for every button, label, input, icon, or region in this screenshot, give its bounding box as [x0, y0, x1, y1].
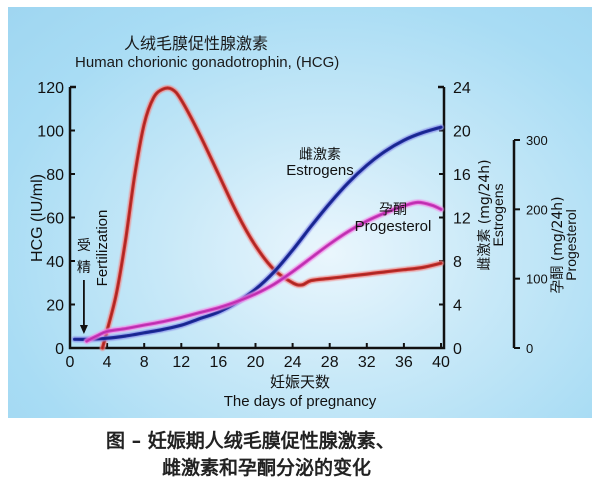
- fertilization-label-cn: 受: [77, 238, 91, 254]
- right-tick-label: 0: [453, 341, 462, 358]
- x-tick-label: 32: [358, 354, 376, 371]
- figure-caption-line2: 雌激素和孕酮分泌的变化: [162, 457, 372, 479]
- progesterol-label-en: Progesterol: [355, 218, 432, 235]
- x-tick-label: 36: [395, 354, 413, 371]
- x-tick-label: 24: [284, 354, 302, 371]
- estrogens-label-en: Estrogens: [286, 162, 354, 179]
- left-tick-label: 0: [55, 341, 64, 358]
- x-tick-label: 4: [103, 354, 112, 371]
- x-tick-label: 12: [172, 354, 190, 371]
- fertilization-label-en: Fertilization: [94, 210, 111, 287]
- progesterone-tick-label: 200: [526, 202, 548, 217]
- x-axis-label-cn: 妊娠天数: [270, 373, 330, 391]
- estrogens-label-cn: 雌激素: [299, 146, 341, 163]
- right-tick-label: 12: [453, 211, 471, 228]
- left-tick-label: 100: [37, 124, 64, 141]
- right-tick-label: 24: [453, 80, 471, 97]
- x-tick-label: 0: [66, 354, 75, 371]
- x-tick-label: 20: [247, 354, 265, 371]
- chart-panel: [8, 7, 592, 418]
- left-tick-label: 60: [46, 211, 64, 228]
- figure-caption-line1: 图 – 妊娠期人绒毛膜促性腺激素、: [106, 430, 395, 452]
- right-tick-label: 4: [453, 298, 462, 315]
- left-tick-label: 120: [37, 80, 64, 97]
- progesterone-axis-label: 孕酮 (mg/24h): [550, 196, 566, 293]
- right-tick-label: 20: [453, 124, 471, 141]
- progesterone-tick-label: 0: [526, 341, 533, 356]
- estrogen-axis-label: 雌激素 (mg/24h): [476, 159, 493, 270]
- x-axis-label-en: The days of pregnancy: [224, 393, 377, 410]
- right-tick-label: 16: [453, 167, 471, 184]
- progesterone-tick-label: 100: [526, 272, 548, 287]
- progesterone-tick-label: 300: [526, 133, 548, 148]
- chart-title-en: Human chorionic gonadotrophin, (HCG): [75, 54, 339, 71]
- fertilization-label-cn-2: 精: [77, 260, 91, 276]
- x-tick-label: 28: [321, 354, 339, 371]
- left-tick-label: 80: [46, 167, 64, 184]
- right-tick-label: 8: [453, 254, 462, 271]
- x-tick-label: 16: [210, 354, 228, 371]
- progesterone-axis-label-en: Progesterol: [563, 209, 579, 281]
- progesterol-label-cn: 孕酮: [379, 202, 407, 218]
- estrogen-axis-label-en: Estrogens: [490, 183, 506, 246]
- left-axis-label: HCG (IU/ml): [29, 174, 46, 262]
- curves: [71, 84, 444, 351]
- x-tick-label: 8: [140, 354, 149, 371]
- left-tick-label: 40: [46, 254, 64, 271]
- x-tick-label: 40: [432, 354, 450, 371]
- left-tick-label: 20: [46, 298, 64, 315]
- chart-title-cn: 人绒毛膜促性腺激素: [124, 34, 268, 53]
